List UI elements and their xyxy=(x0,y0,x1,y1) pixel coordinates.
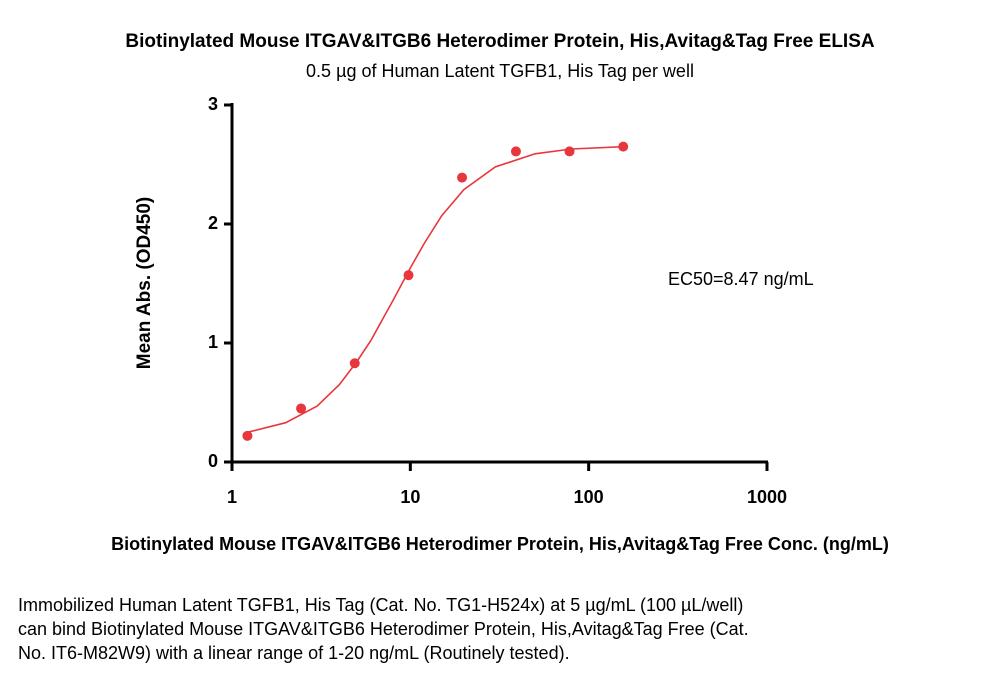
x-axis-title: Biotinylated Mouse ITGAV&ITGB6 Heterodim… xyxy=(111,534,889,554)
caption-line: Immobilized Human Latent TGFB1, His Tag … xyxy=(18,595,743,615)
data-point xyxy=(510,146,521,157)
chart-subtitle: 0.5 µg of Human Latent TGFB1, His Tag pe… xyxy=(306,61,694,81)
y-tick-label: 0 xyxy=(208,451,218,471)
y-tick-label: 2 xyxy=(208,213,218,233)
data-point xyxy=(242,430,253,441)
data-point xyxy=(349,358,360,369)
x-tick-label: 100 xyxy=(574,487,604,507)
data-point xyxy=(296,403,307,414)
x-tick-label: 10 xyxy=(400,487,420,507)
caption-line: No. IT6-M82W9) with a linear range of 1-… xyxy=(18,643,570,663)
x-tick-label: 1 xyxy=(227,487,237,507)
data-point xyxy=(457,172,468,183)
chart-title: Biotinylated Mouse ITGAV&ITGB6 Heterodim… xyxy=(125,31,874,52)
data-point xyxy=(564,146,575,157)
caption-line: can bind Biotinylated Mouse ITGAV&ITGB6 … xyxy=(18,619,749,639)
y-tick-label: 1 xyxy=(208,332,218,352)
annotation: EC50=8.47 ng/mL xyxy=(668,269,814,289)
x-tick-label: 1000 xyxy=(747,487,787,507)
y-axis-title: Mean Abs. (OD450) xyxy=(134,197,155,369)
y-tick-label: 3 xyxy=(208,94,218,114)
data-point xyxy=(618,141,629,152)
data-point xyxy=(403,270,414,281)
fit-curve xyxy=(247,145,624,434)
